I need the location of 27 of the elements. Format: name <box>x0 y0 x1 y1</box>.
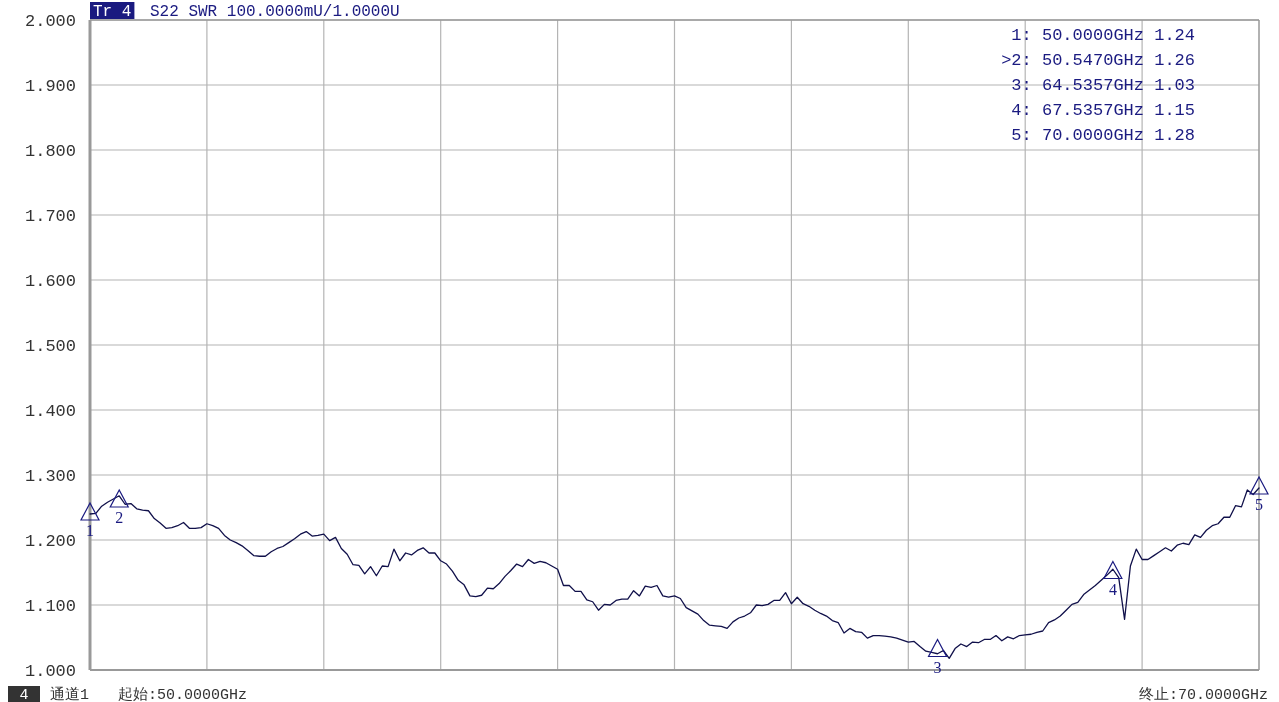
annotation: 3 <box>933 658 942 676</box>
annotation: 5: 70.0000GHz 1.28 <box>1011 126 1195 145</box>
y-tick-label: 1.300 <box>24 467 76 486</box>
chart-title: Tr 4 <box>93 3 132 21</box>
annotation: 5 <box>1255 496 1263 513</box>
annotation: 4: 67.5357GHz 1.15 <box>1011 101 1195 120</box>
y-tick-label: 1.700 <box>24 207 76 226</box>
annotation: >2: 50.5470GHz 1.26 <box>1001 51 1195 70</box>
annotation: 3: 64.5357GHz 1.03 <box>1011 76 1195 95</box>
y-tick-label: 1.600 <box>24 272 76 291</box>
y-tick-label: 1.000 <box>24 662 76 681</box>
annotation: 1 <box>86 522 94 539</box>
chart-subtitle: S22 SWR 100.0000mU/1.0000U <box>150 3 400 21</box>
y-tick-label: 1.800 <box>24 142 76 161</box>
y-tick-label: 1.500 <box>24 337 76 356</box>
y-tick-label: 1.900 <box>24 77 76 96</box>
text: 起始:50.0000GHz <box>118 686 248 702</box>
annotation: 2 <box>115 509 124 526</box>
text: 终止:70.0000GHz <box>1138 686 1268 702</box>
text: 4 <box>19 687 29 702</box>
text: 通道1 <box>50 686 90 702</box>
y-tick-label: 2.000 <box>24 12 76 31</box>
y-tick-label: 1.100 <box>24 597 76 616</box>
annotation: 1: 50.0000GHz 1.24 <box>1011 26 1195 45</box>
annotation: 4 <box>1108 580 1117 598</box>
y-tick-label: 1.400 <box>24 402 76 421</box>
y-tick-label: 1.200 <box>24 532 76 551</box>
